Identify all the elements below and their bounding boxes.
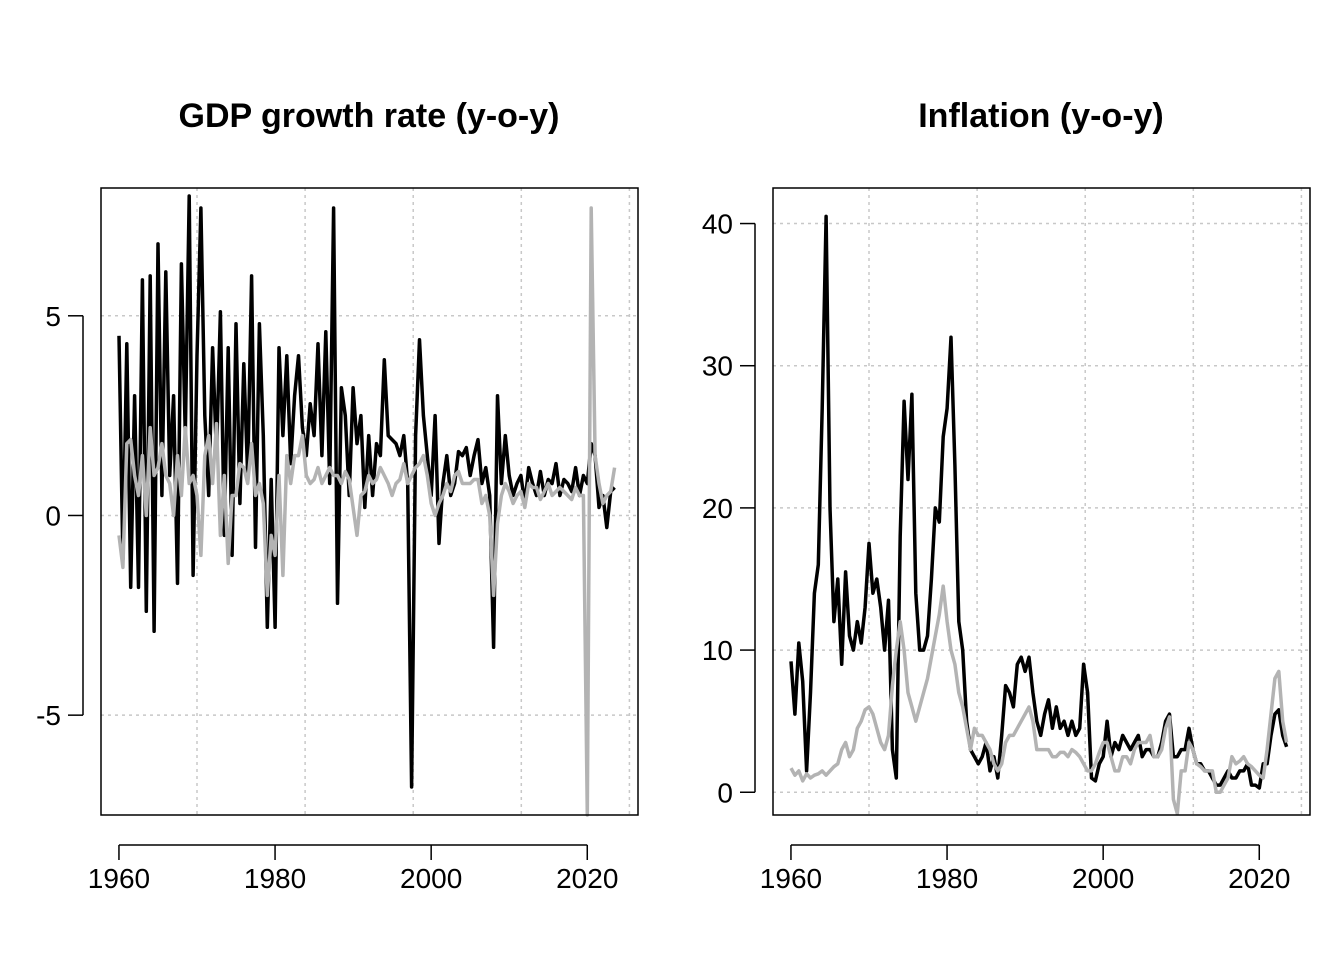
panel-gdp: GDP growth rate (y-o-y) 1960 1980 2000 2020… bbox=[36, 97, 639, 894]
y-tick-label: 5 bbox=[45, 301, 61, 332]
x-tick-label: 2020 bbox=[556, 863, 618, 894]
chart-title: Inflation (y-o-y) bbox=[918, 97, 1164, 135]
series-line-1 bbox=[117, 194, 616, 789]
plot-frame bbox=[100, 187, 639, 816]
y-tick-label: 0 bbox=[717, 777, 733, 808]
x-tick-label: 2000 bbox=[1072, 863, 1134, 894]
y-tick-label: 10 bbox=[702, 635, 733, 666]
x-tick-label: 2020 bbox=[1228, 863, 1290, 894]
series-line-1 bbox=[789, 214, 1289, 790]
x-tick-label: 1960 bbox=[88, 863, 150, 894]
y-tick-label: 0 bbox=[45, 500, 61, 531]
x-tick-label: 2000 bbox=[400, 863, 462, 894]
panel-inflation: Inflation (y-o-y) 1960 1980 2000 2020 0 10 20 3… bbox=[702, 97, 1311, 894]
series-line-2 bbox=[789, 584, 1289, 816]
chart-title: GDP growth rate (y-o-y) bbox=[179, 97, 560, 135]
y-tick-label: 30 bbox=[702, 351, 733, 382]
plot-frame bbox=[772, 187, 1311, 816]
series-line-2 bbox=[117, 206, 617, 817]
x-tick-label: 1980 bbox=[244, 863, 306, 894]
y-tick-label: -5 bbox=[36, 700, 61, 731]
y-tick-label: 40 bbox=[702, 209, 733, 240]
y-tick-label: 20 bbox=[702, 493, 733, 524]
x-tick-label: 1960 bbox=[760, 863, 822, 894]
x-tick-label: 1980 bbox=[916, 863, 978, 894]
